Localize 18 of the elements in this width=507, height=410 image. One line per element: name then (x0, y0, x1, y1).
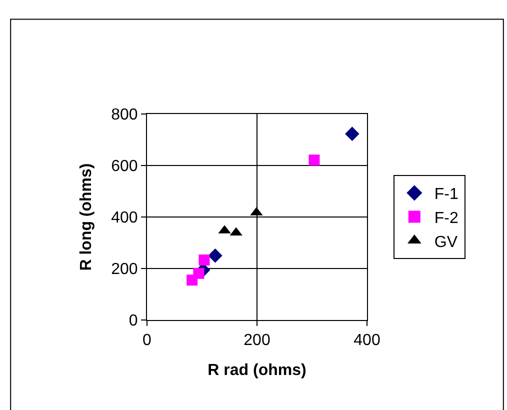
x-axis-title: R rad (ohms) (208, 362, 306, 379)
x-tick-label: 200 (244, 332, 270, 350)
legend-label: F-2 (434, 210, 458, 227)
x-tick-label: 0 (142, 332, 152, 350)
legend-label: F-1 (434, 186, 458, 204)
legend-label: GV (434, 234, 458, 251)
y-tick-label: 800 (111, 106, 138, 124)
point (186, 274, 198, 286)
y-tick-label: 600 (111, 158, 138, 176)
y-axis-title: R long (ohms) (78, 163, 95, 271)
y-tick-label: 400 (111, 210, 138, 227)
point (198, 254, 210, 266)
y-tick-label: 200 (111, 261, 138, 278)
x-tick-label: 400 (354, 332, 380, 350)
point (308, 154, 320, 166)
y-tick-label: 0 (128, 312, 138, 330)
point (345, 126, 360, 141)
point (208, 248, 222, 263)
